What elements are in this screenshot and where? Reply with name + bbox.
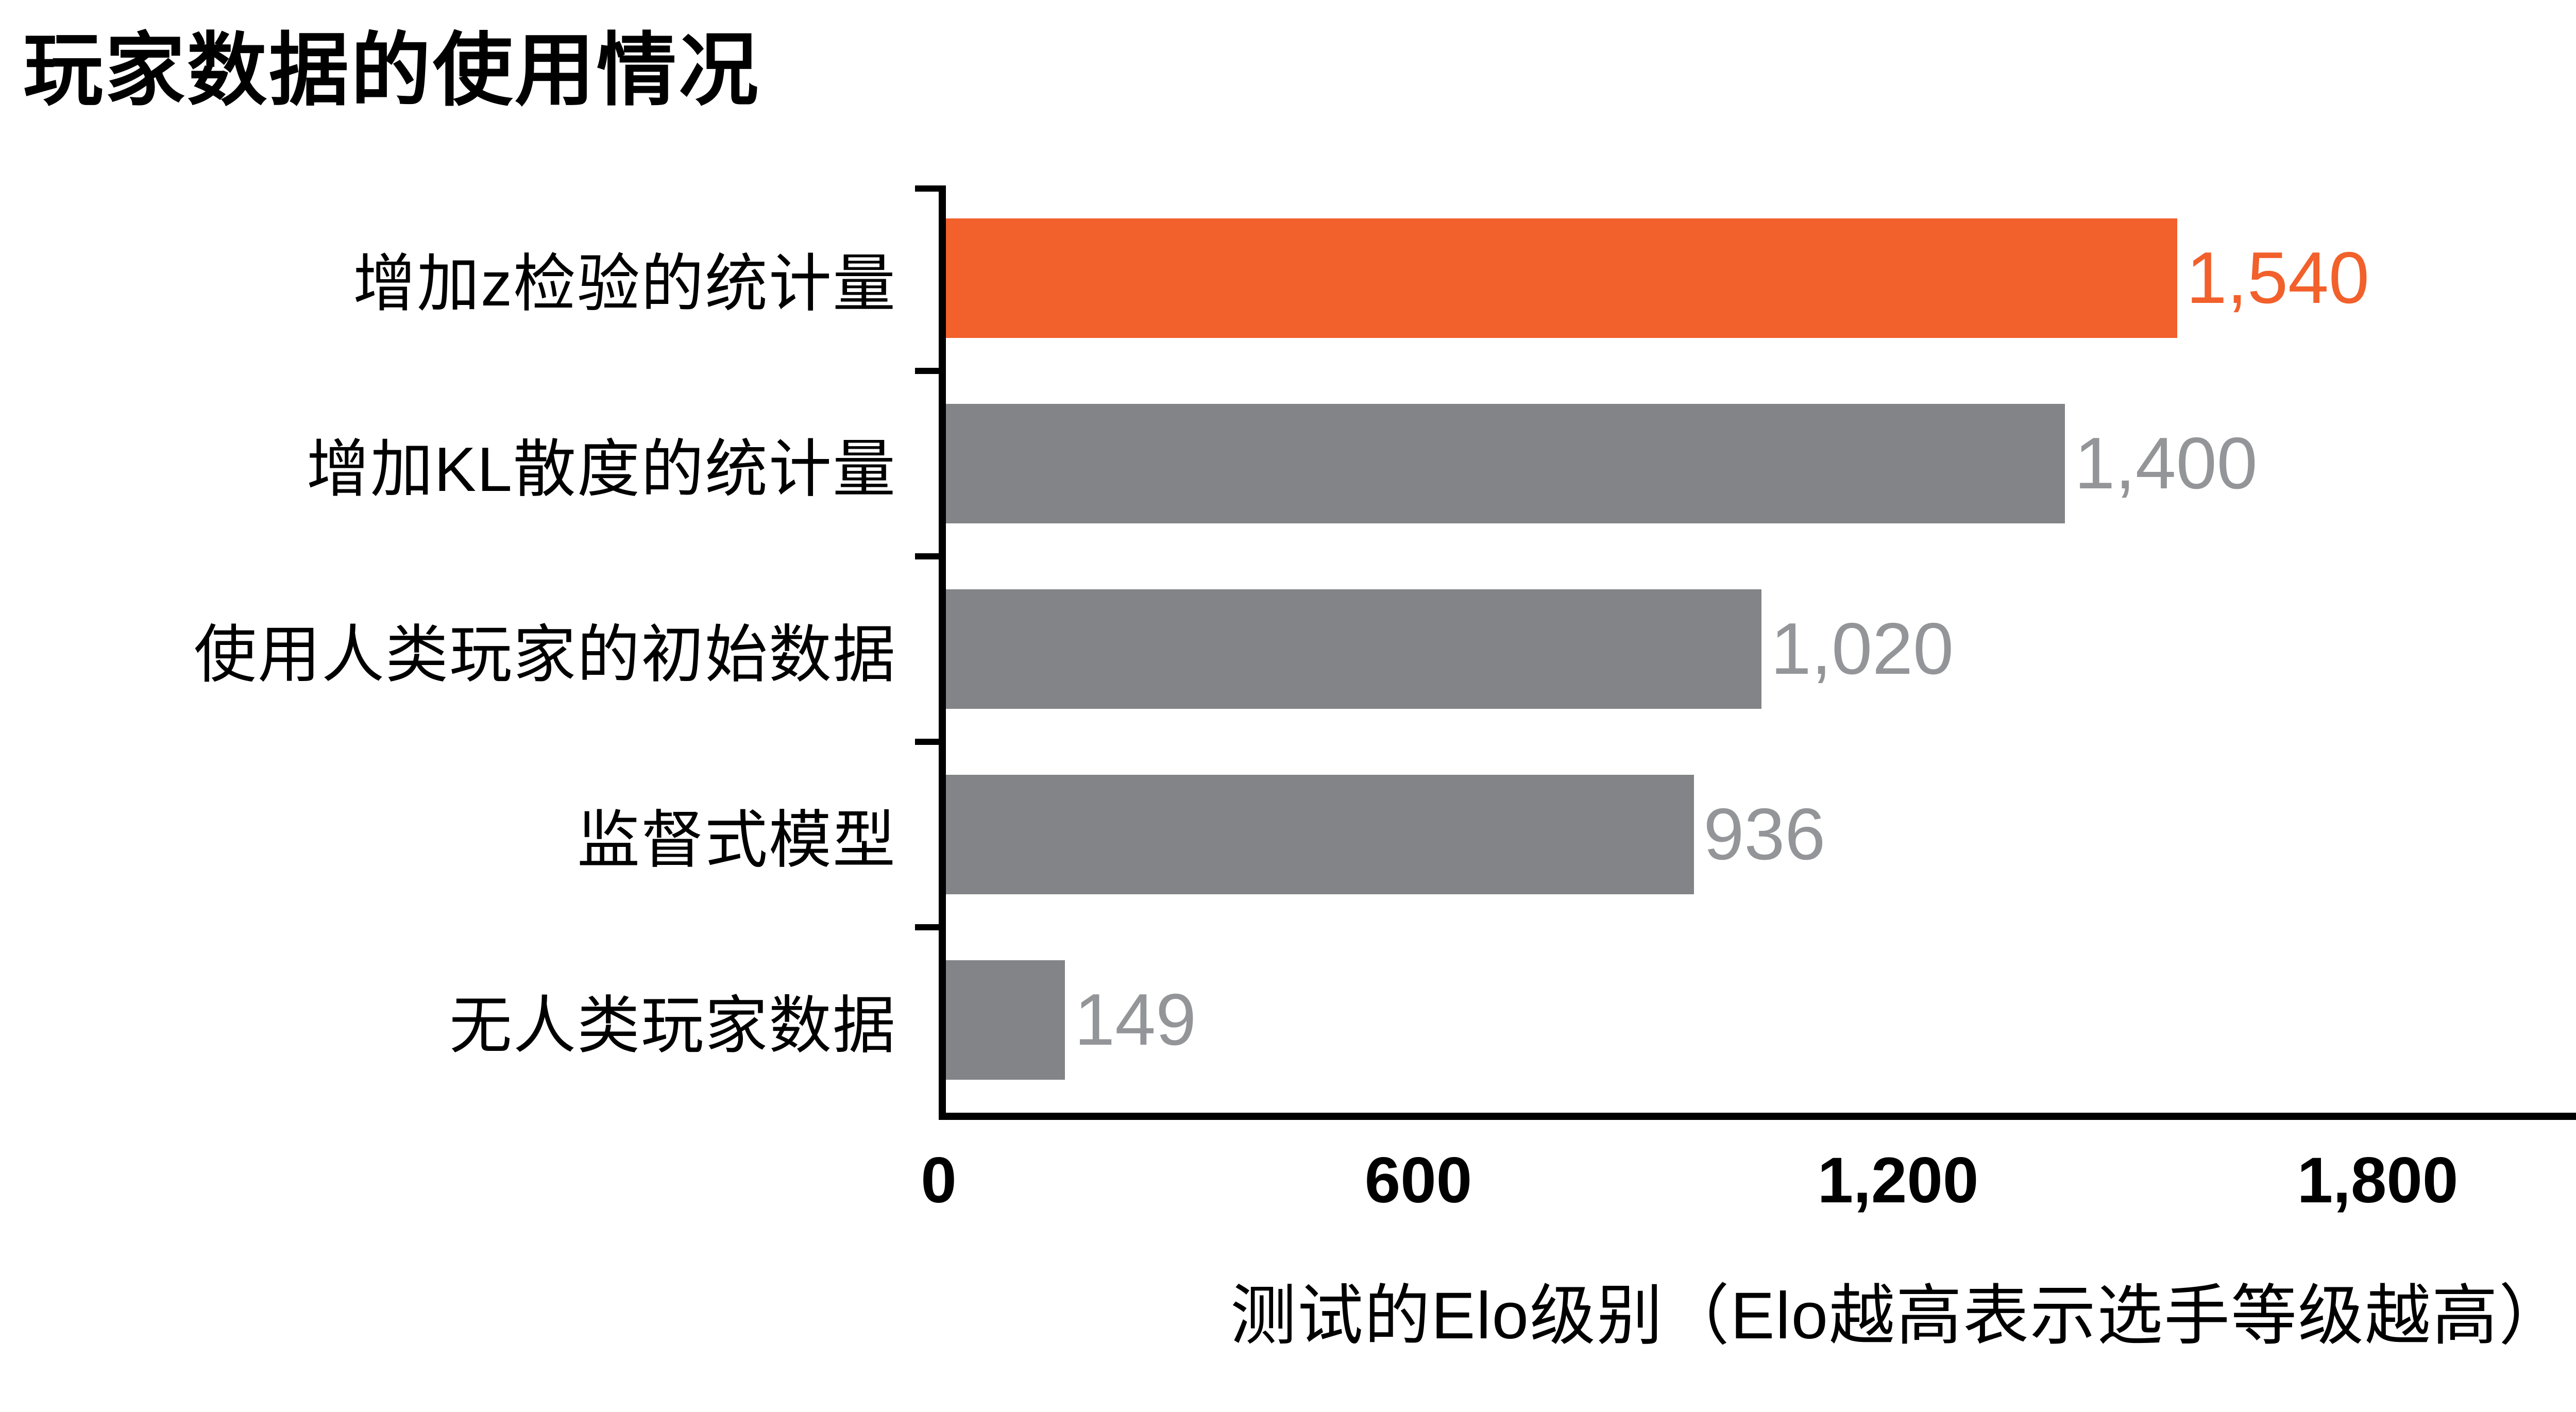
y-axis-tick bbox=[915, 553, 939, 559]
category-labels-column: 增加z检验的统计量增加KL散度的统计量使用人类玩家的初始数据监督式模型无人类玩家… bbox=[0, 185, 922, 1113]
value-label: 149 bbox=[1074, 979, 1197, 1061]
y-axis-tick bbox=[915, 185, 939, 192]
category-label: 无人类玩家数据 bbox=[449, 990, 896, 1061]
x-axis-tick-label: 1,200 bbox=[1817, 1145, 1979, 1216]
x-axis-tick-label: 1,800 bbox=[2297, 1145, 2459, 1216]
bar-row: 149 bbox=[946, 927, 2576, 1113]
bar-row: 1,540 bbox=[946, 185, 2576, 371]
bar bbox=[946, 589, 1761, 709]
x-axis-title: 测试的Elo级别（Elo越高表示选手等级越高） bbox=[1230, 1279, 2566, 1353]
value-label: 1,020 bbox=[1770, 608, 1954, 690]
y-axis-tick bbox=[915, 368, 939, 374]
value-label: 936 bbox=[1703, 793, 1826, 875]
bar bbox=[946, 404, 2065, 523]
bar-row: 1,020 bbox=[946, 556, 2576, 742]
category-label: 增加KL散度的统计量 bbox=[306, 434, 896, 504]
bar bbox=[946, 775, 1694, 894]
chart-title: 玩家数据的使用情况 bbox=[23, 26, 760, 115]
category-label: 使用人类玩家的初始数据 bbox=[194, 619, 896, 690]
bar-row: 1,400 bbox=[946, 371, 2576, 556]
x-axis-tick-label: 0 bbox=[921, 1145, 957, 1216]
y-axis-tick bbox=[915, 739, 939, 745]
category-label: 监督式模型 bbox=[577, 805, 896, 875]
plot-area: 1,540 1,400 1,020 936 149 bbox=[915, 185, 2576, 1120]
bar bbox=[946, 218, 2177, 338]
x-axis-tick-label: 600 bbox=[1364, 1145, 1472, 1216]
bar-row: 936 bbox=[946, 742, 2576, 927]
y-axis-tick bbox=[915, 924, 939, 930]
bar bbox=[946, 960, 1065, 1080]
value-label: 1,400 bbox=[2074, 422, 2258, 504]
value-label: 1,540 bbox=[2186, 237, 2369, 319]
category-label: 增加z检验的统计量 bbox=[353, 248, 896, 319]
